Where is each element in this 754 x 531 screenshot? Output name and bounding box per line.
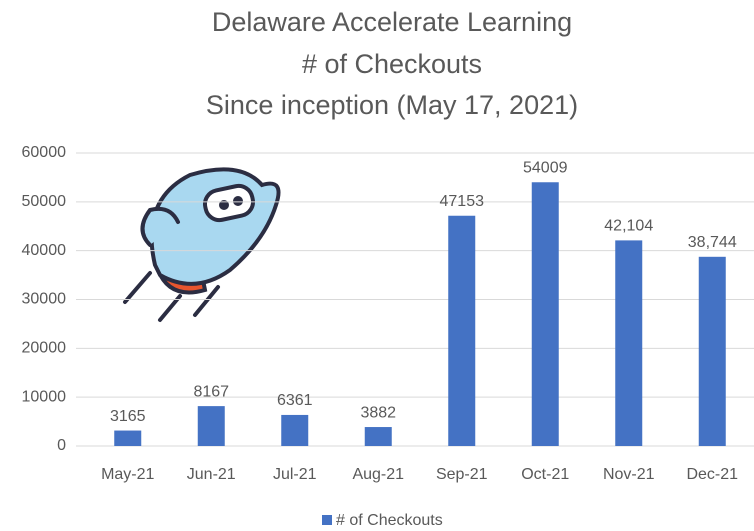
chart: Delaware Accelerate Learning # of Checko… xyxy=(0,0,754,531)
bar xyxy=(699,257,726,446)
chart-title: # of Checkouts xyxy=(302,49,482,79)
data-label: 6361 xyxy=(277,392,313,409)
chart-title: Since inception (May 17, 2021) xyxy=(206,90,578,120)
legend-swatch xyxy=(322,515,332,525)
x-tick-label: Nov-21 xyxy=(603,466,655,483)
data-label: 54009 xyxy=(523,159,568,176)
data-label: 8167 xyxy=(193,383,229,400)
data-label: 3882 xyxy=(360,404,396,421)
data-label: 42,104 xyxy=(604,218,653,235)
x-tick-label: Jul-21 xyxy=(273,466,317,483)
y-tick-label: 0 xyxy=(57,437,66,454)
bar xyxy=(448,216,475,446)
y-tick-label: 20000 xyxy=(22,340,67,357)
bar xyxy=(365,427,392,446)
y-tick-label: 40000 xyxy=(22,242,67,259)
mascot-icon xyxy=(125,169,279,320)
x-tick-label: Dec-21 xyxy=(686,466,738,483)
y-tick-label: 10000 xyxy=(22,388,67,405)
y-tick-label: 50000 xyxy=(22,193,67,210)
x-tick-label: Oct-21 xyxy=(521,466,569,483)
x-tick-label: May-21 xyxy=(101,466,154,483)
x-tick-label: Jun-21 xyxy=(187,466,236,483)
chart-title: Delaware Accelerate Learning xyxy=(212,7,572,37)
bar xyxy=(532,182,559,446)
x-tick-label: Sep-21 xyxy=(436,466,488,483)
y-tick-label: 60000 xyxy=(22,144,67,161)
legend-label: # of Checkouts xyxy=(336,512,443,529)
bar xyxy=(615,240,642,446)
data-label: 3165 xyxy=(110,408,146,425)
x-tick-label: Aug-21 xyxy=(352,466,404,483)
bar xyxy=(198,406,225,446)
data-label: 38,744 xyxy=(688,234,737,251)
y-tick-label: 30000 xyxy=(22,291,67,308)
bar xyxy=(281,415,308,446)
data-label: 47153 xyxy=(440,193,485,210)
bar xyxy=(114,431,141,446)
